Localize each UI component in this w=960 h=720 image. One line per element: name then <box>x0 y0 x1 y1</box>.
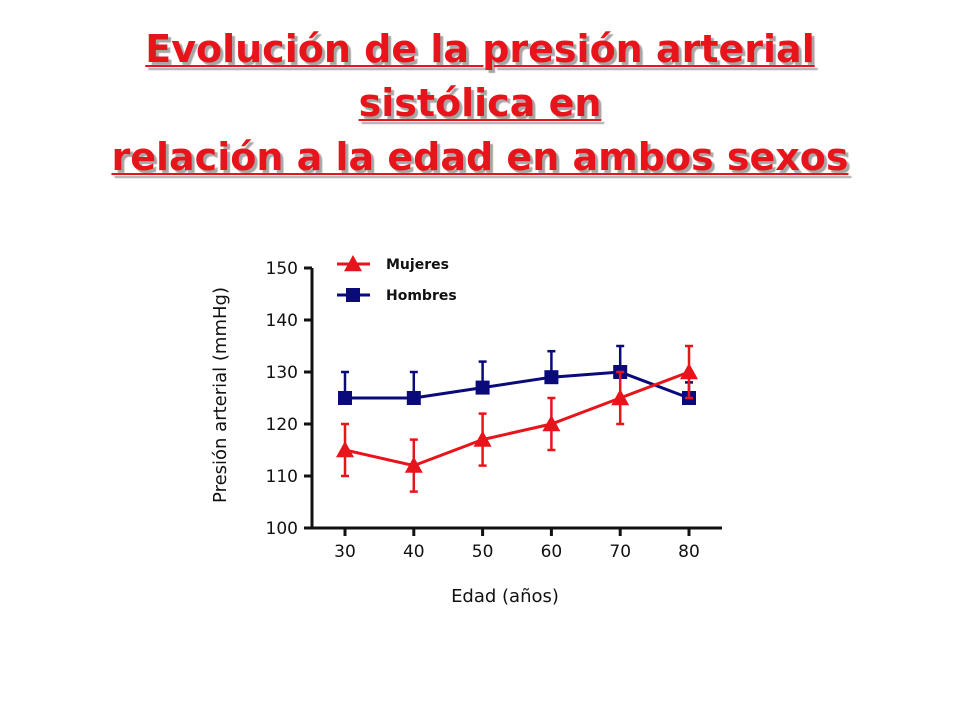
mujeres-data-point <box>611 389 630 406</box>
hombres-data-point <box>338 391 352 405</box>
hombres-data-point <box>475 380 490 395</box>
title-line-3: relación a la edad en ambos sexos <box>111 135 849 179</box>
y-tick-label: 120 <box>266 415 298 435</box>
hombres-data-point <box>406 391 421 405</box>
hombres-series-line <box>345 370 690 400</box>
hombres-data-point <box>544 370 559 385</box>
x-tick-label: 30 <box>334 542 356 562</box>
x-tick-label: 70 <box>609 542 631 562</box>
y-tick-label: 150 <box>266 259 298 279</box>
mujeres-data-point <box>542 415 561 432</box>
y-tick-label: 140 <box>266 311 298 331</box>
x-tick-label: 80 <box>678 542 700 562</box>
hombres-legend-marker <box>346 288 360 302</box>
y-tick-label: 100 <box>266 519 298 539</box>
title-line-2: sistólica en <box>358 81 602 125</box>
y-tick-label: 110 <box>266 467 298 487</box>
x-tick-label: 40 <box>403 542 425 562</box>
x-tick-label: 50 <box>472 542 494 562</box>
chart-title: Evolución de la presión arterial sistóli… <box>40 22 920 184</box>
mujeres-series-line <box>344 370 690 468</box>
mujeres-data-point <box>473 430 492 447</box>
x-axis-label: Edad (años) <box>451 586 559 607</box>
mujeres-data-point <box>336 441 354 458</box>
y-axis-label: Presión arterial (mmHg) <box>210 287 231 503</box>
y-tick-label: 130 <box>266 363 298 383</box>
mujeres-legend-marker <box>344 255 362 272</box>
mujeres-data-point <box>680 363 698 380</box>
mujeres-data-point <box>404 456 423 473</box>
x-tick-label: 60 <box>541 542 563 562</box>
hombres-legend-label: Hombres <box>386 288 457 304</box>
title-line-1: Evolución de la presión arterial <box>145 27 815 71</box>
mujeres-legend-label: Mujeres <box>386 257 449 273</box>
